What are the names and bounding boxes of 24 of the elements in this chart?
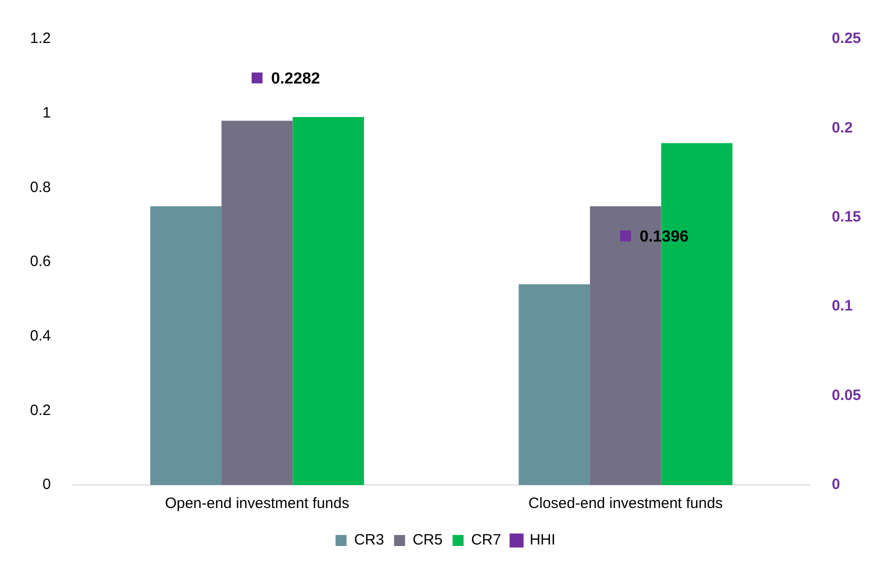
y-tick-label: 0.8 [30, 178, 51, 196]
y2-tick-label: 0.1 [832, 298, 853, 315]
y2-tick-label: 0.05 [832, 386, 862, 404]
y-tick-label: 1 [42, 104, 51, 122]
y2-tick-label: 0 [832, 476, 840, 494]
y2-tick-label: 0.15 [832, 208, 862, 226]
y-tick-label: 0.6 [30, 253, 51, 270]
y-tick-label: 0.4 [30, 327, 51, 344]
bar [221, 120, 293, 485]
bar [518, 284, 590, 485]
y-tick-label: 0.2 [30, 402, 51, 419]
bar [292, 117, 364, 485]
legend-label: HHI [530, 532, 556, 549]
y-tick-label: 1.2 [30, 30, 51, 48]
data-label: 0.2282 [271, 70, 320, 88]
y2-tick-label: 0.2 [832, 119, 853, 136]
x-tick-label: Open-end investment funds [164, 495, 350, 512]
x-tick-label: Closed-end investment funds [528, 495, 723, 512]
y-tick-label: 0 [42, 476, 51, 494]
legend-label: CR3 [354, 532, 384, 549]
y2-tick-label: 0.25 [832, 30, 862, 48]
bar [150, 206, 222, 485]
legend-label: CR5 [412, 532, 443, 549]
legend-label: CR7 [471, 532, 502, 549]
